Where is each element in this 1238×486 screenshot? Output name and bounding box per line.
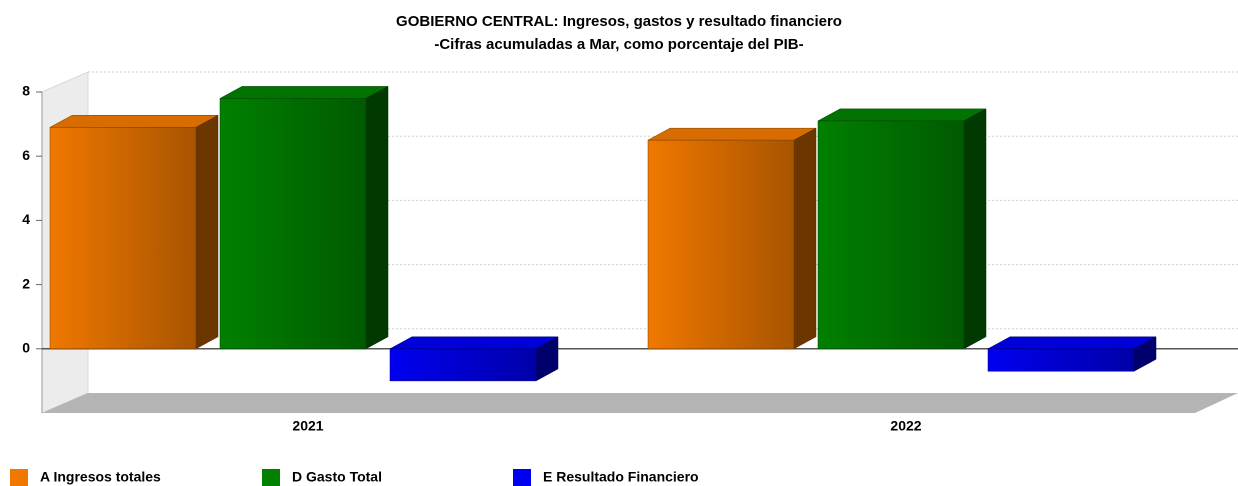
x-tick-label: 2022 xyxy=(890,418,921,434)
bar xyxy=(987,348,1135,372)
bar-side xyxy=(195,114,219,350)
chart-subtitle: -Cifras acumuladas a Mar, como porcentaj… xyxy=(434,36,803,53)
y-tick-label: 6 xyxy=(22,147,30,163)
bar-side xyxy=(963,108,987,350)
legend-swatch xyxy=(10,469,28,486)
bar-side xyxy=(793,127,817,350)
bar xyxy=(817,120,965,350)
bar-top xyxy=(389,336,559,350)
legend-label: A Ingresos totales xyxy=(40,469,161,485)
floor xyxy=(42,393,1238,413)
bar xyxy=(49,127,197,350)
legend-label: E Resultado Financiero xyxy=(543,469,699,485)
x-tick-label: 2021 xyxy=(292,418,323,434)
chart-title: GOBIERNO CENTRAL: Ingresos, gastos y res… xyxy=(396,13,842,30)
bar xyxy=(647,139,795,350)
bar-side xyxy=(365,85,389,350)
y-tick-label: 8 xyxy=(22,83,30,99)
bar-top xyxy=(219,86,389,99)
legend-swatch xyxy=(513,469,531,486)
legend-label: D Gasto Total xyxy=(292,469,382,485)
bar-top xyxy=(817,108,987,122)
y-tick-label: 4 xyxy=(22,211,30,227)
legend-swatch xyxy=(262,469,280,486)
y-tick-label: 0 xyxy=(22,340,30,356)
bar-top xyxy=(987,336,1157,350)
y-tick-label: 2 xyxy=(22,275,30,291)
bar xyxy=(219,98,367,350)
bar xyxy=(389,348,537,382)
bar-top xyxy=(49,115,219,128)
bar-top xyxy=(647,127,817,141)
